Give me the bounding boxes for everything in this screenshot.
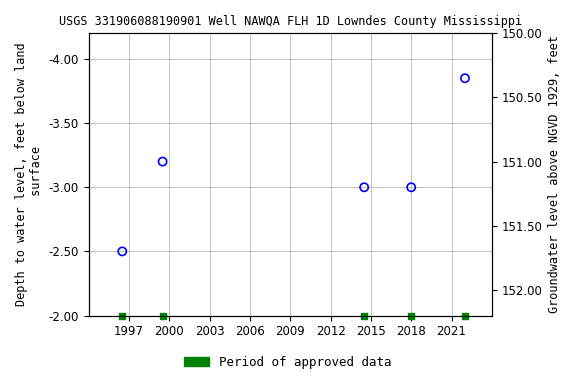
Legend: Period of approved data: Period of approved data — [179, 351, 397, 374]
Point — [118, 248, 127, 255]
Y-axis label: Groundwater level above NGVD 1929, feet: Groundwater level above NGVD 1929, feet — [548, 35, 561, 313]
Point — [460, 75, 469, 81]
Point — [158, 159, 167, 165]
Point — [407, 313, 416, 319]
Point — [460, 313, 469, 319]
Y-axis label: Depth to water level, feet below land
 surface: Depth to water level, feet below land su… — [15, 43, 43, 306]
Point — [359, 184, 369, 190]
Title: USGS 331906088190901 Well NAWQA FLH 1D Lowndes County Mississippi: USGS 331906088190901 Well NAWQA FLH 1D L… — [59, 15, 522, 28]
Point — [359, 313, 369, 319]
Point — [118, 313, 127, 319]
Point — [407, 184, 416, 190]
Point — [158, 313, 167, 319]
